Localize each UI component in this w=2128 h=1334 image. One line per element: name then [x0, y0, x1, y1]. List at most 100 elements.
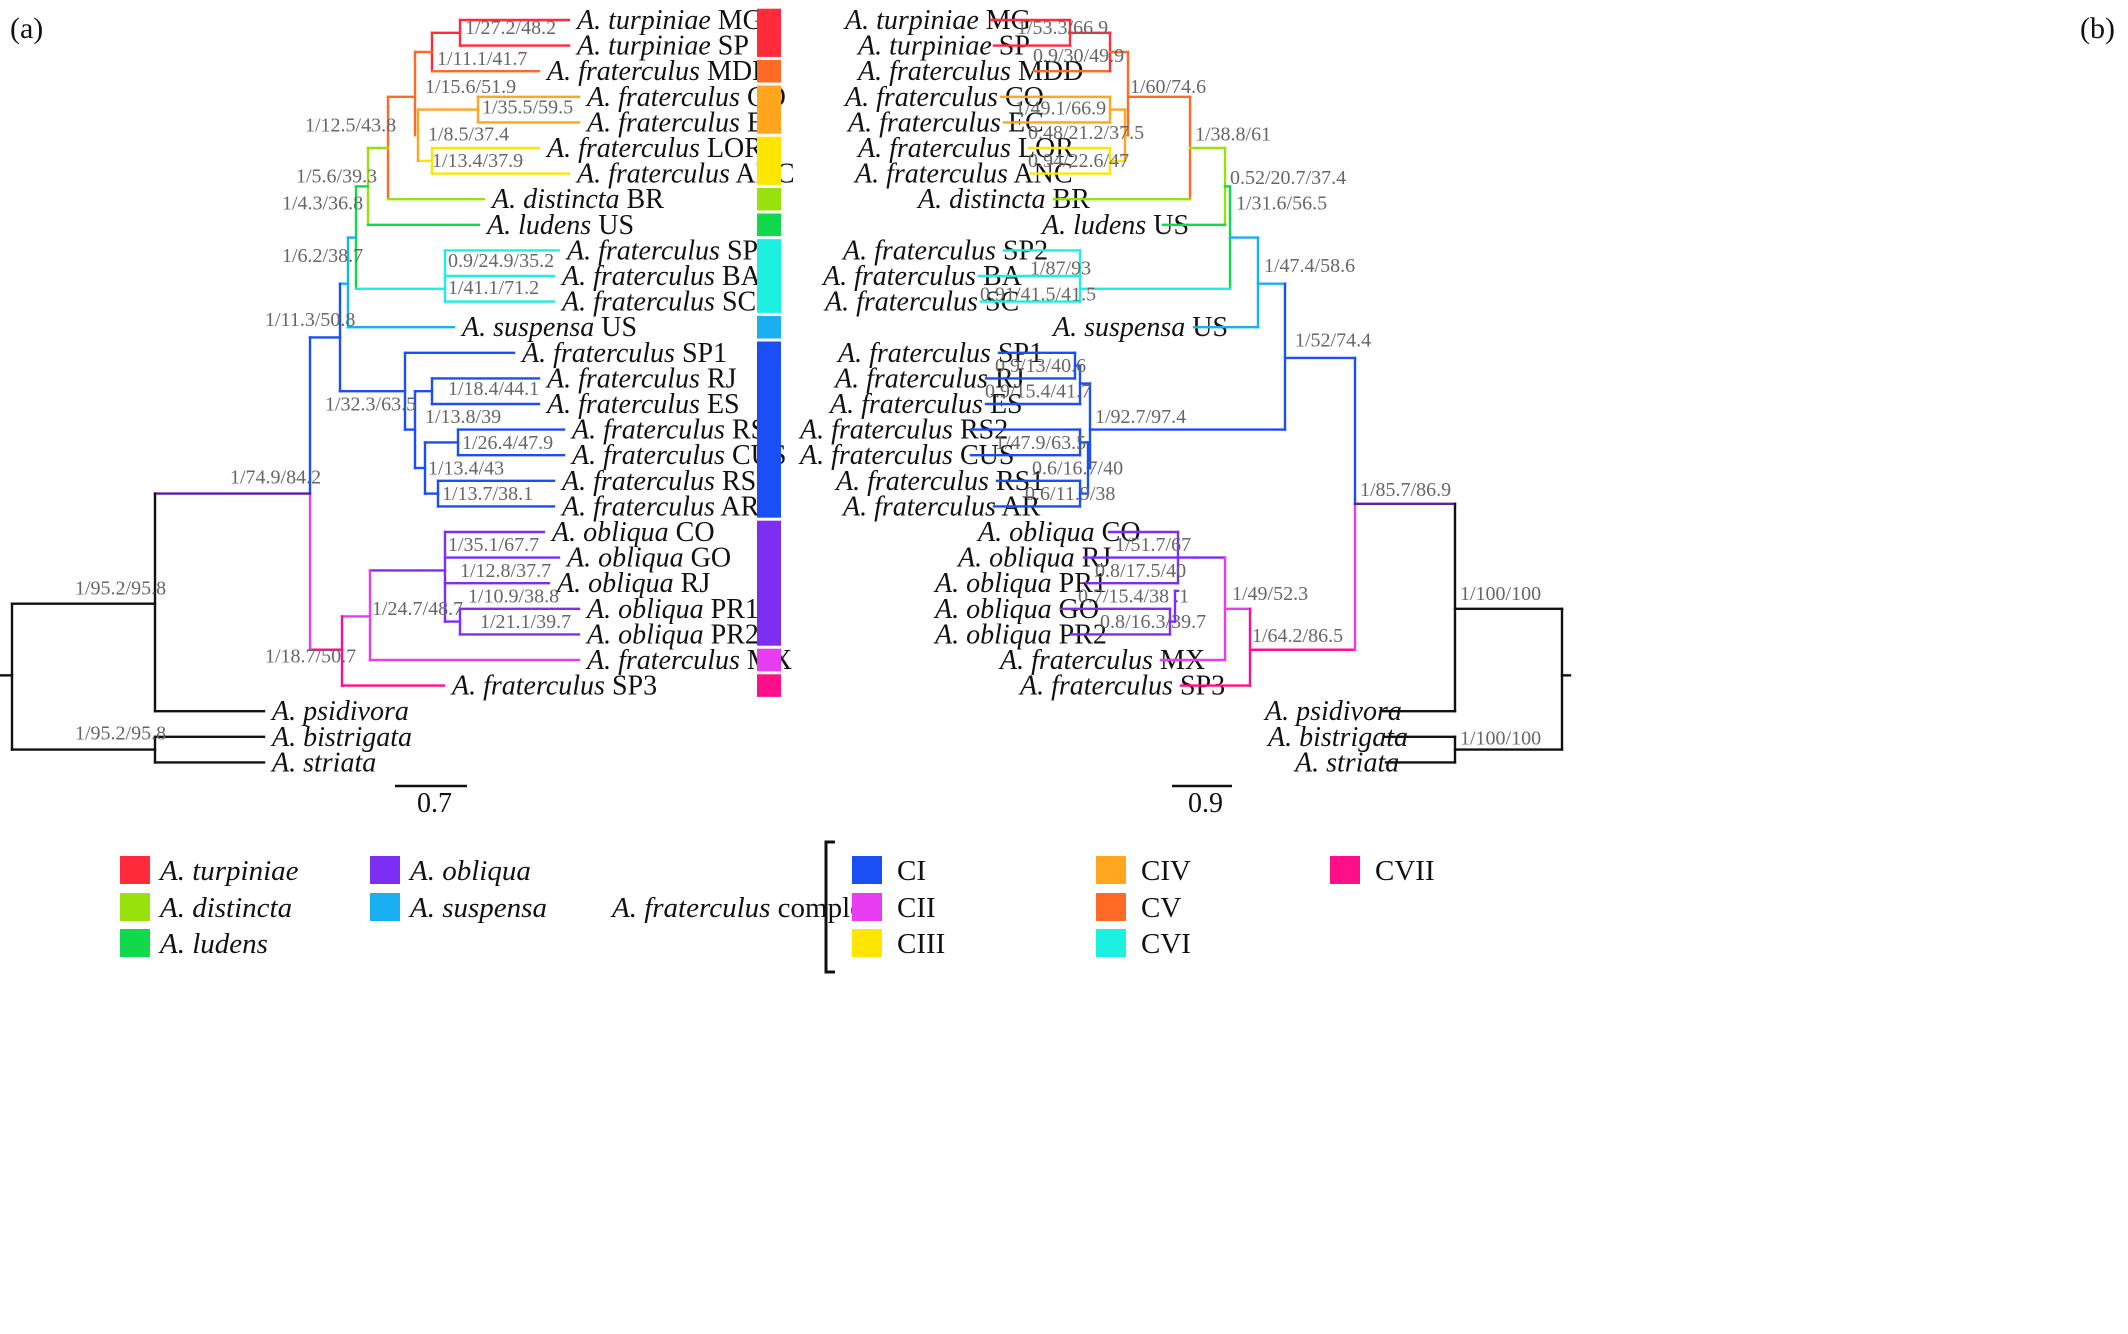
tip-species: A. obliqua — [565, 543, 684, 574]
tip-species: A. fraterculus — [834, 466, 989, 497]
tip-location: SP — [711, 31, 749, 62]
support-label: 1/51.7/67 — [1115, 534, 1191, 556]
tip-label: A. fraterculus LOR — [545, 133, 763, 164]
tip-species: A. fraterculus — [545, 56, 700, 87]
support-label: 1/26.4/47.9 — [462, 432, 553, 454]
support-label: 1/85.7/86.9 — [1360, 479, 1451, 501]
tip-species: A. fraterculus — [585, 645, 740, 676]
tip-species: A. obliqua — [585, 594, 704, 625]
tip-label: A. distincta BR — [916, 184, 1090, 215]
support-label: 1/13.4/37.9 — [432, 150, 523, 172]
tip-species: A. fraterculus — [798, 415, 953, 446]
tip-species: A. fraterculus — [560, 491, 715, 522]
tip-location: US — [591, 210, 634, 241]
tip-species: A. fraterculus — [575, 159, 730, 190]
support-label: 0.48/21.2/37.5 — [1028, 122, 1144, 144]
tip-location: PR1 — [704, 594, 759, 625]
legend-label: A. suspensa — [408, 892, 547, 924]
support-label: 1/21.1/39.7 — [480, 611, 571, 633]
tip-label: A. fraterculus BA — [560, 261, 762, 292]
tip-label: A. obliqua CO — [550, 517, 715, 548]
tip-label: A. psidivora — [270, 696, 409, 727]
tip-species: A. obliqua — [933, 619, 1052, 650]
tip-species: A. fraterculus — [585, 82, 740, 113]
tip-species: A. fraterculus — [545, 389, 700, 420]
legend-swatch-CIV — [1096, 856, 1126, 884]
tip-species: A. turpiniae — [856, 31, 992, 62]
tip-label: A. distincta BR — [490, 184, 664, 215]
color-bar-segment-suspensa — [757, 315, 781, 339]
tip-species: A. striata — [270, 747, 376, 778]
tip-label: A. striata — [270, 747, 376, 778]
tip-species: A. fraterculus — [545, 363, 700, 394]
tree-b: A. turpiniae MGA. turpiniae SPA. fraterc… — [798, 5, 1572, 819]
support-label: 1/13.4/43 — [428, 457, 504, 479]
color-bar-segment-CI — [757, 341, 781, 518]
support-label: 1/95.2/95.8 — [75, 722, 166, 744]
tip-species: A. fraterculus — [841, 235, 996, 266]
tip-label: A. ludens US — [485, 210, 634, 241]
tip-label: A. fraterculus SP3 — [1018, 671, 1225, 702]
support-label: 1/41.1/71.2 — [448, 277, 539, 299]
support-label: 1/32.3/63.5 — [325, 393, 416, 415]
color-bar-segment-CIII — [757, 136, 781, 185]
tip-label: A. turpiniae SP — [856, 31, 1030, 62]
color-bar-segment-CVII — [757, 674, 781, 697]
tip-label: A. fraterculus SP3 — [450, 671, 657, 702]
legend-label: CIII — [897, 928, 945, 960]
tip-location: PR2 — [704, 619, 759, 650]
tip-species: A. obliqua — [976, 517, 1095, 548]
legend-swatch-turpiniae — [120, 856, 150, 884]
support-label: 1/11.1/41.7 — [437, 48, 527, 70]
tip-species: A. turpiniae — [843, 5, 979, 36]
scale-bar-label: 0.9 — [1188, 788, 1223, 819]
color-bar-segment-CII — [757, 648, 781, 672]
tip-species: A. turpiniae — [575, 5, 711, 36]
support-label: 1/8.5/37.4 — [428, 123, 509, 145]
support-label: 1/49.1/66.9 — [1015, 98, 1106, 120]
support-label: 1/100/100 — [1460, 583, 1541, 605]
tip-label: A. obliqua RJ — [555, 568, 710, 599]
tip-label: A. fraterculus RJ — [545, 363, 737, 394]
legend-swatch-CI — [852, 856, 882, 884]
tip-location: CO — [669, 517, 715, 548]
tip-label: A. fraterculus AR — [560, 491, 760, 522]
legend-label: CI — [897, 855, 926, 887]
support-label: 0.7/15.4/38 .1 — [1078, 585, 1189, 607]
tip-species: A. distincta — [916, 184, 1046, 215]
tip-species: A. fraterculus — [520, 338, 675, 369]
tip-species: A. obliqua — [933, 594, 1052, 625]
tip-species: A. fraterculus — [560, 466, 715, 497]
tip-label: A. fraterculus CUS — [570, 440, 786, 471]
tip-species: A. obliqua — [555, 568, 674, 599]
tip-species: A. psidivora — [270, 696, 409, 727]
tip-species: A. fraterculus — [565, 235, 720, 266]
support-label: 0.9/15.4/41.7 — [985, 381, 1091, 403]
color-bar-segment-turpiniae — [757, 8, 781, 57]
support-label: 1/100/100 — [1460, 727, 1541, 749]
support-label: 1/27.2/48.2 — [465, 17, 556, 39]
tip-species: A. fraterculus — [570, 440, 725, 471]
support-label: 1/47.9/63.5 — [995, 432, 1086, 454]
support-label: 1/35.1/67.7 — [448, 534, 539, 556]
tip-label: A. fraterculus RS2 — [570, 415, 780, 446]
legend-swatch-CII — [852, 893, 882, 921]
legend-label: A. distincta — [158, 892, 292, 924]
tip-label: A. fraterculus RS2 — [798, 415, 1008, 446]
tip-label: A. obliqua GO — [565, 543, 731, 574]
tip-species: A. obliqua — [585, 619, 704, 650]
color-bar-segment-ludens — [757, 213, 781, 237]
support-label: 0.94/22.6/47 — [1028, 150, 1129, 172]
tip-label: A. fraterculus SP1 — [520, 338, 727, 369]
support-label: 0.6/16.7/40 — [1032, 457, 1123, 479]
support-label: 1/5.6/39.3 — [296, 166, 377, 188]
tip-location: SC — [715, 287, 756, 318]
tip-location: ES — [700, 389, 740, 420]
legend-swatch-CVI — [1096, 929, 1126, 957]
tip-species: A. fraterculus — [853, 159, 1008, 190]
tip-location: MG — [711, 5, 763, 36]
tip-species: A. obliqua — [956, 543, 1075, 574]
support-label: 1/12.5/43.8 — [305, 114, 396, 136]
tip-label: A. psidivora — [1263, 696, 1402, 727]
tip-species: A. bistrigata — [270, 722, 412, 753]
